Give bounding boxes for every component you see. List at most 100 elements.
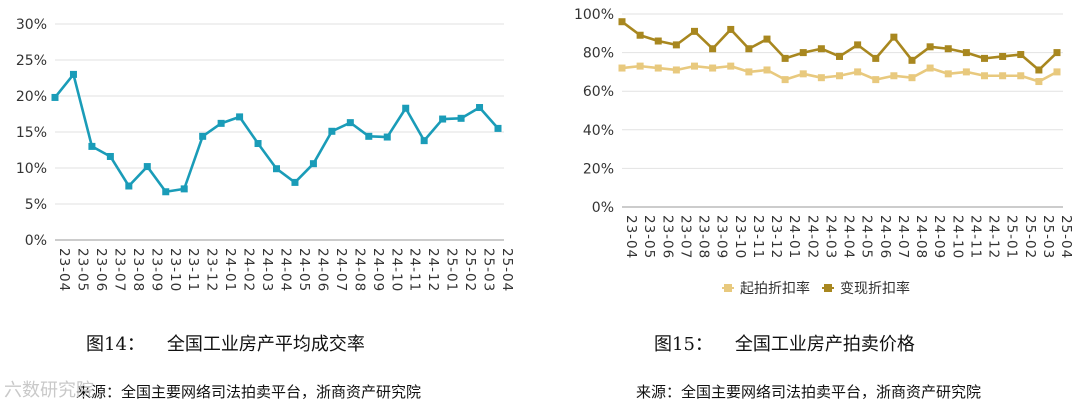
data-point [872,54,880,62]
data-point [309,160,317,168]
x-tick-label: 25-02 [1022,215,1038,259]
x-tick-label: 24-04 [841,215,857,259]
data-point [962,49,970,57]
x-tick-label: 23-09 [714,215,730,259]
series-line [53,73,499,194]
x-tick-label: 23-07 [111,248,127,292]
data-point [1035,66,1043,74]
figure-15-label: 图15： [654,334,713,355]
x-tick-label: 23-08 [130,248,146,292]
data-point [654,37,662,45]
data-point [727,62,735,70]
data-point [999,52,1007,60]
data-point [291,178,299,186]
x-tick-label: 23-09 [148,248,164,292]
data-point [745,68,753,76]
x-tick-label: 23-06 [659,215,675,259]
y-tick-label: 0% [592,200,614,216]
data-point [636,31,644,39]
data-point [890,33,898,41]
x-tick-label: 23-04 [56,248,72,292]
x-tick-label: 25-02 [462,248,478,292]
data-point [962,68,970,76]
data-point [217,119,225,127]
figure-15-caption: 图15： 全国工业房产拍卖价格 [654,330,915,356]
data-point [162,188,170,196]
data-point [908,56,916,64]
y-tick-label: 80% [583,46,614,62]
x-tick-label: 23-08 [696,215,712,259]
y-tick-label: 30% [16,17,47,33]
x-tick-label: 23-10 [732,215,748,259]
x-tick-label: 23-11 [750,215,766,259]
legend-label: 变现折扣率 [840,280,910,297]
data-point [763,66,771,74]
x-tick-label: 24-10 [388,248,404,292]
data-point [691,62,698,70]
x-tick-label: 23-05 [641,215,657,259]
data-point [727,25,735,33]
data-point [691,27,698,35]
x-tick-label: 24-07 [333,248,349,292]
legend-label: 起拍折扣率 [740,280,810,297]
data-point [106,152,114,160]
data-point [328,127,336,135]
figure-15-title: 全国工业房产拍卖价格 [734,334,915,355]
x-tick-label: 23-12 [204,248,220,292]
y-tick-label: 25% [16,53,47,69]
x-tick-label: 24-03 [822,215,838,259]
x-tick-label: 24-08 [351,248,367,292]
x-tick-label: 24-05 [859,215,875,259]
x-tick-label: 23-11 [185,248,201,292]
data-point [709,64,717,72]
data-point [745,45,753,53]
data-point [125,182,133,190]
data-point [854,41,862,49]
watermark-logo: 六数研究院 [4,380,94,401]
data-point [926,43,934,51]
data-point [180,185,188,193]
data-point [817,74,825,82]
data-point [365,132,373,140]
data-point [88,142,96,150]
x-tick-label: 25-01 [1004,215,1020,259]
data-point [402,104,410,112]
x-tick-label: 25-04 [1058,215,1074,259]
figure-14-source: 来源：全国主要网络司法拍卖平台，浙商资产研究院 [76,383,422,401]
legend-marker [824,284,832,292]
x-tick-label: 23-10 [167,248,183,292]
data-point [672,41,680,49]
y-tick-label: 15% [16,125,47,141]
series-line [621,20,1058,72]
x-tick-label: 24-05 [296,248,312,292]
x-tick-label: 25-04 [499,248,515,292]
data-point [872,76,880,84]
x-tick-label: 23-05 [74,248,90,292]
y-tick-label: 10% [16,161,47,177]
x-tick-label: 25-03 [481,248,497,292]
data-point [836,52,843,60]
x-tick-label: 23-07 [677,215,693,259]
x-tick-label: 25-03 [1040,215,1056,259]
y-tick-label: 100% [574,7,614,23]
data-point [51,93,59,101]
data-point [999,72,1007,80]
x-tick-label: 24-06 [314,248,330,292]
data-point [1017,72,1025,80]
data-point [494,124,502,132]
y-tick-label: 0% [25,233,47,249]
data-point [817,45,825,53]
x-tick-label: 24-12 [986,215,1002,259]
data-point [799,49,807,57]
data-point [672,66,680,74]
data-point [799,70,807,78]
data-point [763,35,771,43]
figure-14-label: 图14： [86,334,145,355]
data-point [618,64,626,72]
data-point [908,74,916,82]
data-point [854,68,862,76]
x-tick-label: 23-12 [768,215,784,259]
x-tick-label: 24-11 [407,248,423,292]
data-point [273,165,280,173]
y-tick-label: 60% [583,84,614,100]
